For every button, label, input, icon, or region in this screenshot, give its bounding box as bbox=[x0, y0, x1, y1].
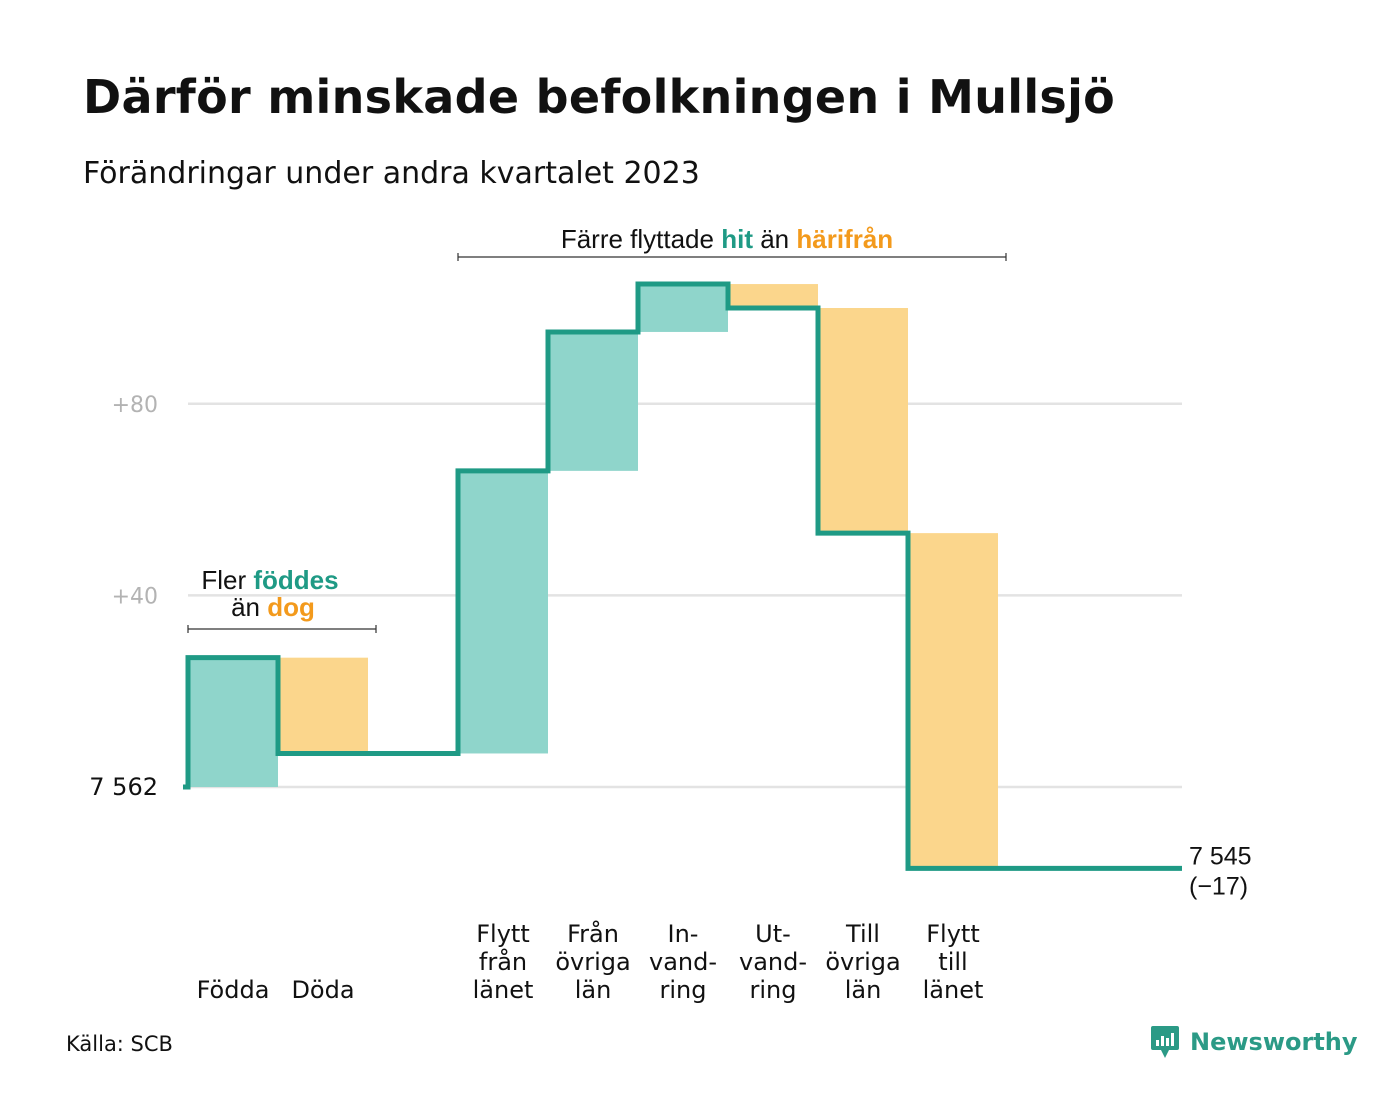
bars bbox=[188, 284, 998, 869]
waterfall-bar bbox=[908, 533, 998, 869]
x-tick-label: från bbox=[479, 947, 527, 976]
x-tick-label: övriga bbox=[555, 948, 630, 976]
waterfall-bar bbox=[728, 284, 818, 308]
source-note: Källa: SCB bbox=[66, 1032, 173, 1056]
x-tick-label: Flytt bbox=[926, 920, 980, 948]
brand-logo: Newsworthy bbox=[1150, 1024, 1358, 1060]
y-axis-ticks: +80 +40 7 562 bbox=[89, 393, 158, 801]
newsworthy-icon bbox=[1151, 1026, 1179, 1058]
x-tick-label: ring bbox=[660, 976, 707, 1004]
annotation-births-line2: än dog bbox=[231, 592, 315, 622]
y-tick-label: +80 bbox=[112, 393, 158, 418]
waterfall-bar bbox=[188, 657, 278, 787]
x-tick-label: vand- bbox=[649, 948, 717, 976]
x-tick-label: län bbox=[575, 976, 612, 1004]
x-tick-label: Från bbox=[567, 919, 619, 948]
x-tick-label: län bbox=[845, 976, 882, 1004]
x-tick-label: Till bbox=[845, 920, 880, 948]
end-value-label: 7 545(−17) bbox=[1189, 842, 1252, 900]
annotation-births-bracket bbox=[187, 625, 377, 633]
chart-subtitle: Förändringar under andra kvartalet 2023 bbox=[83, 156, 700, 191]
x-tick-label: länet bbox=[923, 976, 984, 1004]
x-tick-label: Döda bbox=[291, 976, 354, 1004]
annotation-births-line1: Fler föddes bbox=[201, 565, 338, 595]
x-tick-label: länet bbox=[473, 976, 534, 1004]
x-tick-label: Födda bbox=[197, 976, 270, 1004]
brand-name: Newsworthy bbox=[1190, 1028, 1358, 1056]
x-tick-label: In- bbox=[668, 920, 699, 948]
waterfall-bar bbox=[548, 331, 638, 471]
chart-title: Därför minskade befolkningen i Mullsjö bbox=[83, 70, 1116, 124]
y-tick-label: +40 bbox=[112, 584, 158, 609]
x-tick-label: vand- bbox=[739, 948, 807, 976]
waterfall-bar bbox=[458, 470, 548, 754]
x-tick-label: ring bbox=[750, 976, 797, 1004]
annotation-moves-bracket bbox=[457, 253, 1007, 261]
end-change: (−17) bbox=[1189, 872, 1248, 900]
annotation-moves: Färre flyttade hit än härifrån bbox=[561, 224, 893, 254]
x-tick-label: Ut- bbox=[755, 920, 791, 948]
x-tick-label: till bbox=[938, 948, 967, 976]
x-axis-labels: Födda DödaFlyttfrånlänetFrånövrigalänIn-v… bbox=[197, 919, 984, 1004]
waterfall-bar bbox=[278, 657, 368, 754]
start-value-label: 7 562 bbox=[89, 773, 158, 801]
waterfall-bar bbox=[638, 284, 728, 332]
running-total-line bbox=[183, 281, 1182, 871]
grid-lines bbox=[188, 402, 1182, 789]
x-tick-label: Flytt bbox=[476, 920, 530, 948]
x-tick-label: övriga bbox=[825, 948, 900, 976]
waterfall-bar bbox=[818, 308, 908, 534]
end-value: 7 545 bbox=[1189, 842, 1252, 870]
